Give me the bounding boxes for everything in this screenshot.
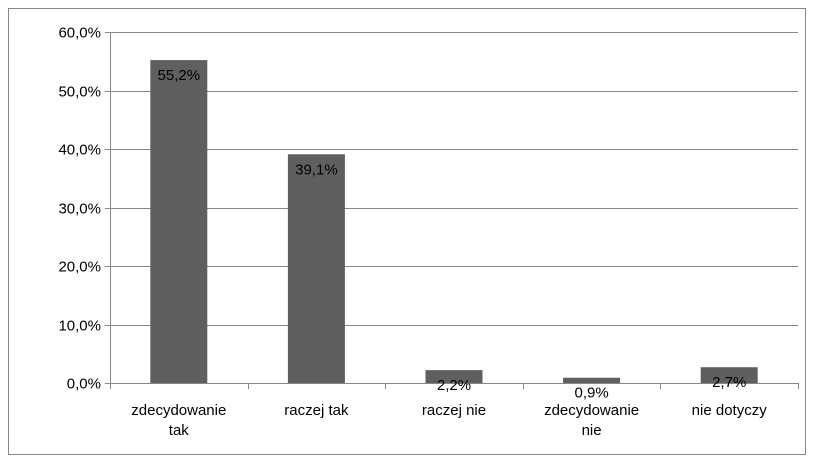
gridlines: [110, 32, 798, 326]
x-category-label: raczej tak: [284, 402, 349, 419]
y-tick-label: 60,0%: [58, 25, 101, 42]
bar: [150, 60, 208, 384]
x-category-label: nie dotyczy: [692, 402, 768, 419]
x-category-label: zdecydowanie: [131, 402, 226, 419]
y-axis-tick-labels: 0,0% 10,0% 20,0% 30,0% 40,0% 50,0% 60,0%: [58, 25, 101, 393]
x-axis-category-labels: zdecydowanie tak raczej tak raczej nie zdecy…: [131, 402, 767, 439]
data-label: 2,7%: [712, 374, 746, 391]
y-tick-label: 50,0%: [58, 84, 101, 101]
y-tick-label: 20,0%: [58, 259, 101, 276]
bar: [563, 377, 621, 383]
axes: [105, 32, 799, 389]
bar: [700, 367, 758, 383]
data-labels: 55,2% 39,1% 2,2% 0,9% 2,7%: [158, 67, 747, 402]
bars: [150, 60, 758, 384]
y-tick-label: 30,0%: [58, 201, 101, 218]
chart-frame: [8, 8, 806, 455]
bar: [287, 154, 345, 383]
data-label: 2,2%: [437, 377, 471, 394]
bar: [425, 370, 483, 383]
x-category-label: zdecydowanie: [544, 402, 639, 419]
x-category-label: tak: [169, 422, 190, 439]
x-category-label: raczej nie: [422, 402, 486, 419]
x-category-label: nie: [582, 422, 602, 439]
y-tick-label: 0,0%: [67, 376, 101, 393]
y-tick-label: 10,0%: [58, 318, 101, 335]
data-label: 55,2%: [158, 67, 201, 84]
data-label: 39,1%: [295, 161, 338, 178]
data-label: 0,9%: [574, 385, 608, 402]
y-tick-label: 40,0%: [58, 142, 101, 159]
